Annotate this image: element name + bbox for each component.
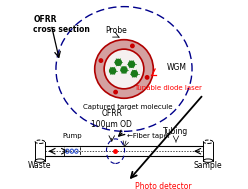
Circle shape [128,61,135,67]
Text: Tubing: Tubing [163,127,188,136]
Circle shape [114,90,117,94]
Circle shape [110,68,116,74]
Text: ←Fiber taper: ←Fiber taper [127,132,170,139]
Text: Waste: Waste [28,161,52,170]
Text: Sample: Sample [194,161,222,170]
Text: OFRR
100μm OD: OFRR 100μm OD [91,109,132,129]
Text: Probe: Probe [106,26,127,35]
Circle shape [131,44,134,48]
Text: Photo detector: Photo detector [135,182,192,189]
Circle shape [115,59,121,65]
Text: Captured target molecule: Captured target molecule [83,104,173,110]
Text: Tunable diode laser: Tunable diode laser [134,85,201,91]
Text: OFRR
cross section: OFRR cross section [33,15,90,34]
Circle shape [104,49,144,89]
Circle shape [95,40,153,98]
Circle shape [131,71,137,77]
Text: WGM: WGM [166,63,186,72]
Circle shape [145,76,149,79]
Circle shape [121,67,127,73]
Circle shape [99,59,103,62]
Text: Pump: Pump [62,133,82,139]
